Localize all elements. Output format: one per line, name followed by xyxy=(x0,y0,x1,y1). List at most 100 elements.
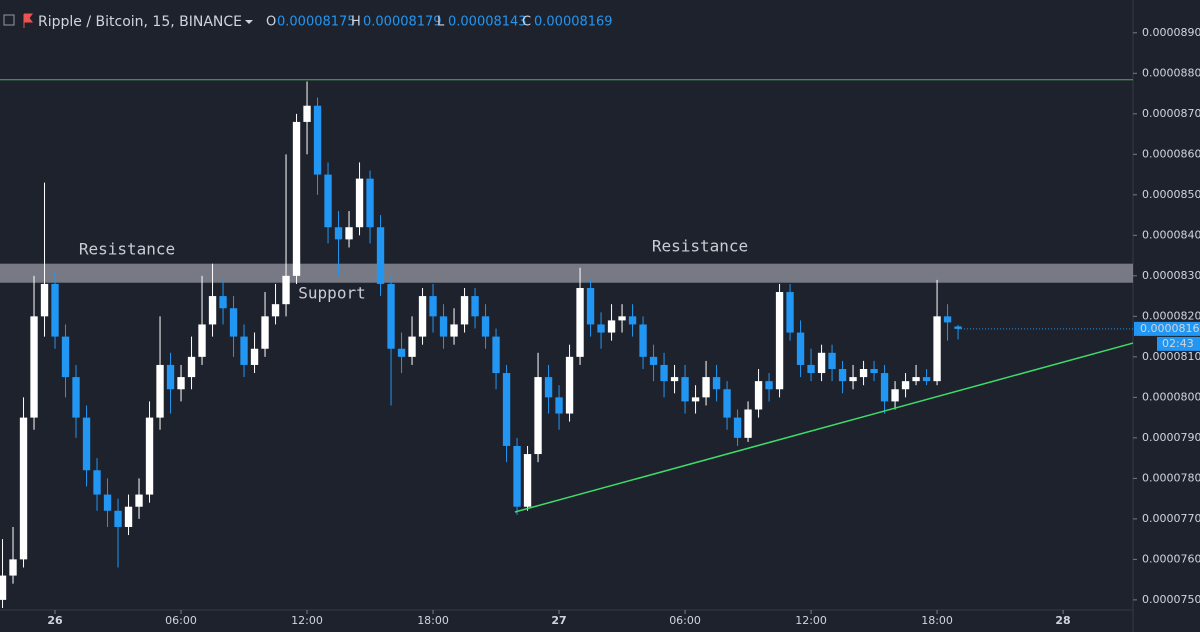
candle-body xyxy=(355,178,364,228)
candle-body xyxy=(292,121,301,276)
candle-body xyxy=(324,174,332,228)
candle-body xyxy=(954,326,962,329)
x-tick-label: 28 xyxy=(1055,614,1070,627)
candle-body xyxy=(628,316,637,325)
candle-body xyxy=(72,377,80,418)
candle-body xyxy=(9,559,17,576)
candle-body xyxy=(429,296,437,317)
candle-body xyxy=(198,324,206,357)
x-tick-label: 26 xyxy=(47,614,63,627)
collapse-icon[interactable] xyxy=(3,14,15,26)
candle-body xyxy=(30,316,38,418)
candle-body xyxy=(639,324,647,357)
candle-body xyxy=(912,377,920,382)
candle-body xyxy=(723,389,731,418)
x-tick-label: 18:00 xyxy=(921,614,953,627)
x-tick-label: 12:00 xyxy=(795,614,827,627)
candle-body xyxy=(807,364,815,374)
candle-body xyxy=(712,377,721,390)
candle-body xyxy=(250,348,259,365)
candle-body xyxy=(418,296,427,337)
candle-body xyxy=(513,445,521,507)
candle-body xyxy=(859,368,868,378)
candle-body xyxy=(870,368,878,374)
price-label-box xyxy=(1134,321,1200,336)
ohlc-value: 0.00008179 xyxy=(363,15,442,30)
ohlc-value: 0.00008143 xyxy=(448,15,527,30)
candle-body xyxy=(82,417,91,471)
candle-body xyxy=(649,356,658,365)
candle-body xyxy=(607,320,616,333)
symbol-title[interactable]: Ripple / Bitcoin, 15, BINANCE xyxy=(38,14,242,30)
candle-body xyxy=(40,283,49,317)
candle-body xyxy=(166,364,175,390)
annotation: Resistance xyxy=(652,237,748,256)
x-tick-label: 12:00 xyxy=(291,614,323,627)
candle-body xyxy=(523,454,532,507)
candle-body xyxy=(597,324,605,333)
x-tick-label: 06:00 xyxy=(165,614,197,627)
candle-body xyxy=(744,409,752,438)
candle-body xyxy=(303,105,311,122)
candle-body xyxy=(565,356,574,414)
trendline xyxy=(514,342,1134,513)
candle-body xyxy=(408,336,416,357)
candle-body xyxy=(135,494,143,507)
annotation: Resistance xyxy=(79,240,175,259)
candle-body xyxy=(586,287,595,325)
candle-body xyxy=(555,397,563,414)
candle-body xyxy=(765,381,773,390)
candle-body xyxy=(397,348,406,357)
candle-body xyxy=(156,364,164,418)
candle-body xyxy=(660,364,668,382)
candle-body xyxy=(544,377,553,398)
candle-body xyxy=(124,506,133,527)
countdown: 02:43 xyxy=(1162,337,1194,350)
candle-body xyxy=(177,377,185,390)
candle-body xyxy=(376,227,385,284)
ohlc-label: C xyxy=(522,15,531,30)
candle-body xyxy=(618,316,626,321)
candle-body xyxy=(880,373,889,402)
candle-body xyxy=(51,283,59,337)
candle-body xyxy=(460,296,469,325)
candle-body xyxy=(208,296,217,325)
candle-body xyxy=(439,316,448,337)
candle-body xyxy=(786,292,794,333)
candle-body xyxy=(19,417,28,560)
dropdown-arrow[interactable] xyxy=(245,20,253,24)
candle-body xyxy=(261,316,269,349)
resistance-zone xyxy=(0,263,1133,283)
candle-body xyxy=(576,287,584,357)
candle-body xyxy=(891,389,899,402)
x-tick-label: 06:00 xyxy=(669,614,701,627)
candle-body xyxy=(450,324,458,337)
candle-body xyxy=(271,304,280,317)
candle-body xyxy=(282,275,290,305)
candle-body xyxy=(681,377,689,402)
candle-body xyxy=(691,397,700,402)
candle-body xyxy=(901,381,910,390)
ohlc-label: O xyxy=(266,15,276,30)
candle-body xyxy=(534,377,542,455)
candle-body xyxy=(733,417,742,438)
candle-body xyxy=(492,336,500,374)
annotation: Support xyxy=(298,284,365,303)
candle-body xyxy=(145,417,154,495)
ohlc-value: 0.00008169 xyxy=(534,15,613,30)
candle-body xyxy=(817,352,826,374)
candle-body xyxy=(670,377,679,382)
candle-body xyxy=(366,178,374,228)
candle-body xyxy=(828,352,836,369)
